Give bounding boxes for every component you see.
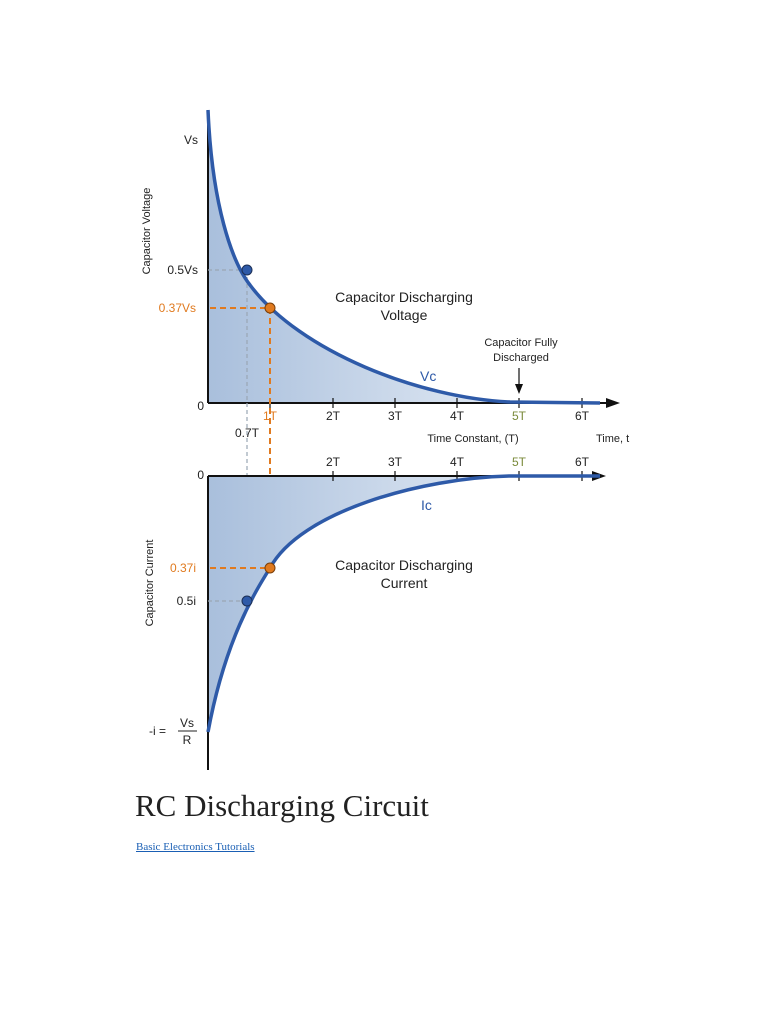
voltage-tick-zero: 0: [197, 399, 204, 413]
current-curve-title-line2: Current: [381, 575, 428, 591]
x-tick-0-7t: 0.7T: [235, 426, 260, 440]
voltage-curve-title-line1: Capacitor Discharging: [335, 289, 473, 305]
current-tick-e: 0.37i: [170, 561, 196, 575]
current-x-tick-5t: 5T: [512, 455, 527, 469]
voltage-x-tick-2t: 2T: [326, 409, 341, 423]
current-x-tick-3t: 3T: [388, 455, 403, 469]
current-x-tick-6t: 6T: [575, 455, 590, 469]
voltage-tick-vs: Vs: [184, 133, 198, 147]
current-x-tick-2t: 2T: [326, 455, 341, 469]
page-title: RC Discharging Circuit: [135, 788, 429, 823]
current-fill-area: [208, 476, 600, 732]
voltage-x-tick-5t: 5T: [512, 409, 527, 423]
current-half-marker: [241, 595, 253, 607]
voltage-y-axis-label: Capacitor Voltage: [141, 188, 153, 275]
current-curve-title-line1: Capacitor Discharging: [335, 557, 473, 573]
voltage-x-arrow-icon: [606, 398, 620, 408]
source-link[interactable]: Basic Electronics Tutorials: [136, 841, 255, 853]
voltage-x-tick-1t: 1T: [263, 409, 278, 423]
fully-discharged-line2: Discharged: [493, 352, 549, 364]
voltage-x-tick-4t: 4T: [450, 409, 465, 423]
current-curve: [206, 474, 600, 733]
fully-discharged-line1: Capacitor Fully: [484, 337, 558, 349]
voltage-x-tick-6t: 6T: [575, 409, 590, 423]
current-y-axis-label: Capacitor Current: [144, 540, 156, 627]
current-tick-half: 0.5i: [177, 594, 196, 608]
voltage-curve-label: Vc: [420, 368, 436, 384]
x-axis-end-label: Time, t: [596, 433, 629, 445]
current-e-marker: [264, 562, 276, 574]
current-tick-zero: 0: [197, 468, 204, 482]
current-curve-label: Ic: [421, 497, 432, 513]
voltage-half-marker: [241, 264, 253, 276]
voltage-fill-area: [208, 110, 600, 403]
current-initial-den: R: [183, 733, 192, 747]
voltage-curve-title-line2: Voltage: [381, 307, 428, 323]
x-axis-label: Time Constant, (T): [427, 433, 518, 445]
voltage-x-tick-3t: 3T: [388, 409, 403, 423]
voltage-tick-half: 0.5Vs: [167, 263, 198, 277]
voltage-tick-e: 0.37Vs: [159, 301, 196, 315]
voltage-curve: [206, 109, 601, 405]
current-x-tick-4t: 4T: [450, 455, 465, 469]
voltage-e-marker: [264, 302, 276, 314]
current-initial-num: Vs: [180, 716, 194, 730]
current-initial-prefix: -i =: [149, 724, 166, 738]
fully-discharged-arrow-icon: [515, 384, 523, 394]
